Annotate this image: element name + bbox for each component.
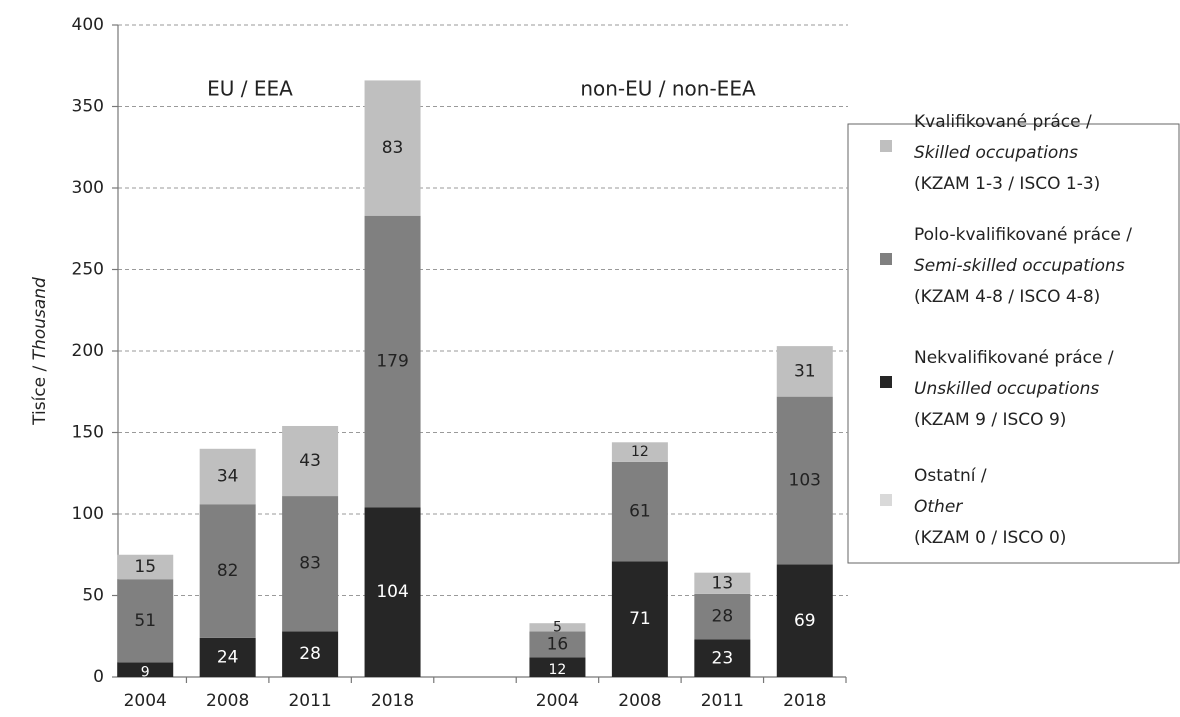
- bar-segment: [694, 593, 751, 640]
- legend-label: Unskilled occupations: [914, 379, 1099, 399]
- data-label: 31: [794, 361, 816, 381]
- data-label: 104: [376, 582, 408, 602]
- bar-segment: [611, 442, 668, 462]
- y-tick-label: 100: [72, 504, 104, 524]
- data-label: 28: [712, 607, 734, 627]
- legend-swatch: [880, 494, 892, 506]
- bar-segment: [776, 396, 833, 565]
- data-label: 34: [217, 467, 239, 487]
- y-tick-label: 250: [72, 260, 104, 280]
- data-label: 51: [134, 611, 156, 631]
- legend-label: (KZAM 0 / ISCO 0): [914, 528, 1066, 548]
- y-tick-label: 300: [72, 178, 104, 198]
- legend-swatch: [880, 376, 892, 388]
- data-label: 83: [299, 554, 321, 574]
- legend-label: Kvalifikované práce /: [914, 112, 1092, 132]
- bar-segment: [282, 425, 339, 497]
- bar-segment: [117, 579, 174, 663]
- bar-segment: [117, 554, 174, 580]
- data-label: 179: [376, 352, 408, 372]
- legend-label: Polo-kvalifikované práce /: [914, 225, 1132, 245]
- y-tick-label: 400: [72, 15, 104, 35]
- legend-box: [847, 123, 1180, 564]
- legend-swatch: [880, 140, 892, 152]
- legend-swatch: [880, 253, 892, 265]
- y-tick-label: 200: [72, 341, 104, 361]
- data-label: 28: [299, 644, 321, 664]
- y-axis-label-cz: Tisíce /: [30, 365, 50, 425]
- group-label: EU / EEA: [207, 77, 293, 101]
- bar-segment: [529, 657, 586, 677]
- data-label: 83: [382, 138, 404, 158]
- data-label: 12: [631, 444, 649, 460]
- legend-label: (KZAM 9 / ISCO 9): [914, 410, 1066, 430]
- data-label: 12: [549, 662, 567, 678]
- bar-segment: [199, 448, 256, 505]
- x-tick-label: 2018: [783, 691, 826, 711]
- data-label: 103: [789, 471, 821, 491]
- legend-label: Nekvalifikované práce /: [914, 348, 1114, 368]
- data-label: 13: [712, 573, 734, 593]
- data-label: 69: [794, 611, 816, 631]
- y-tick-label: 150: [72, 423, 104, 443]
- bar-segment: [776, 346, 833, 397]
- bar-segment: [776, 564, 833, 677]
- legend-label: (KZAM 1-3 / ISCO 1-3): [914, 174, 1100, 194]
- y-tick-label: 50: [82, 586, 104, 606]
- x-tick-label: 2004: [124, 691, 167, 711]
- data-label: 5: [553, 619, 562, 635]
- y-axis-label-en: Thousand: [30, 277, 50, 360]
- data-label: 9: [141, 665, 150, 681]
- legend-label: Ostatní /: [914, 466, 987, 486]
- bar-segment: [364, 507, 421, 677]
- data-label: 43: [299, 451, 321, 471]
- legend-label: Skilled occupations: [914, 143, 1078, 163]
- y-tick-label: 0: [93, 667, 104, 687]
- group-label: non-EU / non-EEA: [580, 77, 756, 101]
- bar-segment: [694, 572, 751, 594]
- bar-segment: [611, 561, 668, 677]
- bar-segment: [529, 623, 586, 632]
- bar-segment: [199, 637, 256, 677]
- bar-segment: [199, 504, 256, 638]
- bar-segment: [282, 496, 339, 632]
- data-label: 71: [629, 609, 651, 629]
- legend-label: Other: [914, 497, 963, 517]
- x-tick-label: 2011: [701, 691, 744, 711]
- x-tick-label: 2018: [371, 691, 414, 711]
- legend-label: Semi-skilled occupations: [914, 256, 1125, 276]
- data-label: 61: [629, 502, 651, 522]
- data-label: 16: [547, 634, 569, 654]
- y-axis-label: Tisíce / Thousand: [30, 277, 50, 426]
- x-tick-label: 2004: [536, 691, 579, 711]
- bar-segment: [117, 662, 174, 677]
- data-label: 24: [217, 647, 239, 667]
- x-tick-label: 2008: [618, 691, 661, 711]
- x-tick-label: 2011: [288, 691, 331, 711]
- bar-segment: [611, 461, 668, 562]
- bar-segment: [694, 639, 751, 677]
- legend-label: (KZAM 4-8 / ISCO 4-8): [914, 287, 1100, 307]
- bar-segment: [364, 80, 421, 216]
- y-tick-label: 350: [72, 97, 104, 117]
- bar-segment: [282, 631, 339, 677]
- data-label: 82: [217, 561, 239, 581]
- x-tick-label: 2008: [206, 691, 249, 711]
- bar-segment: [529, 631, 586, 658]
- data-label: 23: [712, 648, 734, 668]
- data-label: 15: [134, 557, 156, 577]
- bar-segment: [364, 215, 421, 508]
